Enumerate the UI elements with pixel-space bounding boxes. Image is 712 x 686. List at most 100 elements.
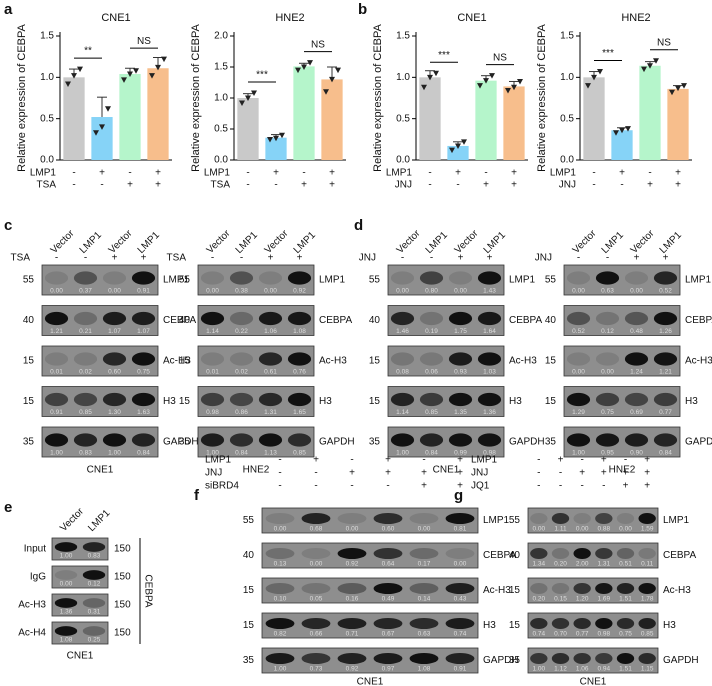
condition-sign: - xyxy=(72,168,75,179)
band xyxy=(337,513,367,524)
data-point xyxy=(251,90,257,97)
blot-caption: CNE1 xyxy=(87,465,114,476)
size-marker: 40 xyxy=(509,550,521,561)
data-point xyxy=(335,67,341,74)
quantification: 0.63 xyxy=(601,288,614,295)
condition-sign: - xyxy=(592,168,595,179)
condition-sign: - xyxy=(456,180,459,191)
quantification: 0.76 xyxy=(293,369,306,376)
condition-sign: + xyxy=(301,180,307,191)
treatment-sign: + xyxy=(385,468,391,479)
treatment-sign: + xyxy=(112,253,118,264)
protein-label: Ac-H3 xyxy=(163,356,191,367)
band xyxy=(265,618,295,629)
data-point xyxy=(421,84,427,91)
quantification: 0.13 xyxy=(274,561,287,568)
band xyxy=(373,513,403,524)
condition-sign: + xyxy=(647,180,653,191)
band xyxy=(551,653,570,664)
quantification: 1.00 xyxy=(206,450,219,457)
treatment-sign: + xyxy=(579,468,585,479)
quantification: 0.00 xyxy=(576,526,589,533)
size-marker: 15 xyxy=(545,396,557,407)
band xyxy=(624,433,649,447)
band xyxy=(287,352,312,366)
blot-strip xyxy=(527,612,659,639)
data-point xyxy=(681,83,687,89)
protein-label: CEBPA xyxy=(319,315,352,326)
quantification: 1.26 xyxy=(659,328,672,335)
quantification: 1.07 xyxy=(137,328,150,335)
quantification: 0.14 xyxy=(418,596,431,603)
size-marker: 55 xyxy=(179,275,191,286)
quantification: 0.01 xyxy=(50,369,63,376)
treatment-sign: + xyxy=(458,253,464,264)
treatment-sign: + xyxy=(644,455,650,466)
chart-title: CNE1 xyxy=(101,12,130,24)
band xyxy=(653,271,678,285)
bar xyxy=(147,68,169,160)
treatment-sign: + xyxy=(457,468,463,479)
quantification: 1.51 xyxy=(619,596,632,603)
y-tick-label: 0.0 xyxy=(560,155,574,166)
quantification: 0.73 xyxy=(310,666,323,673)
band xyxy=(638,513,656,524)
lane-label: Vector xyxy=(571,228,599,256)
quantification: 0.99 xyxy=(454,450,467,457)
band xyxy=(624,311,649,326)
band xyxy=(102,352,127,366)
quantification: 0.77 xyxy=(576,631,589,638)
condition-sign: - xyxy=(274,180,277,191)
quantification: 0.85 xyxy=(641,631,654,638)
condition-sign: + xyxy=(675,180,681,191)
quantification: 1.64 xyxy=(483,328,496,335)
band xyxy=(419,433,444,447)
quantification: 0.05 xyxy=(310,596,323,603)
band xyxy=(390,271,415,285)
condition-sign: + xyxy=(329,168,335,179)
quantification: 0.84 xyxy=(425,450,438,457)
treatment-sign: + xyxy=(558,455,564,466)
quantification: 0.97 xyxy=(382,666,395,673)
size-marker: 55 xyxy=(23,275,35,286)
quantification: 1.29 xyxy=(572,409,585,416)
quantification: 0.48 xyxy=(630,328,643,335)
band xyxy=(44,271,69,285)
quantification: 0.00 xyxy=(274,526,287,533)
treatment-sign: + xyxy=(644,481,650,492)
quantification: 1.46 xyxy=(396,328,409,335)
bar xyxy=(583,77,605,160)
data-point xyxy=(505,88,511,94)
band xyxy=(73,433,98,447)
quantification: 1.30 xyxy=(108,409,121,416)
significance-label: *** xyxy=(438,50,450,61)
quantification: 0.93 xyxy=(454,369,467,376)
quantification: 0.81 xyxy=(454,526,467,533)
band xyxy=(448,433,473,447)
band xyxy=(419,352,444,366)
data-point xyxy=(653,58,659,64)
protein-label: H3 xyxy=(685,396,698,407)
treatment-sign: - xyxy=(559,468,562,479)
chart-title: CNE1 xyxy=(457,12,486,24)
data-point xyxy=(239,100,245,106)
band xyxy=(265,653,295,664)
quantification: 1.31 xyxy=(264,409,277,416)
y-tick-label: 0.0 xyxy=(396,155,410,166)
data-point xyxy=(675,85,681,92)
data-point xyxy=(427,74,433,81)
band xyxy=(445,618,475,629)
band xyxy=(301,618,331,629)
band xyxy=(287,271,312,285)
data-point xyxy=(461,139,467,145)
y-tick-label: 1.5 xyxy=(560,31,574,42)
band xyxy=(573,653,591,664)
y-tick-label: 1.0 xyxy=(40,72,54,83)
quantification: 0.90 xyxy=(630,450,643,457)
treatment-sign: - xyxy=(401,253,404,264)
band xyxy=(445,583,475,594)
band xyxy=(131,352,156,366)
row-label: Input xyxy=(24,544,46,555)
data-point xyxy=(591,74,597,81)
